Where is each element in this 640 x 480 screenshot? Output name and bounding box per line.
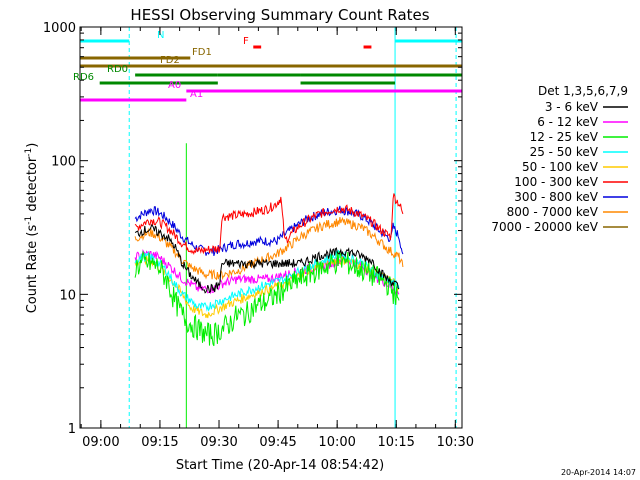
- x-tick-label: 09:00: [82, 435, 119, 450]
- timestamp: 20-Apr-2014 14:07: [561, 468, 636, 477]
- x-tick-label: 10:00: [318, 435, 355, 450]
- plot-area: N F FD1 FD2 RD0 RD6 A0 A1 1 10 100 1000 09:00 09:15 09…: [43, 21, 474, 450]
- series-line-2: [134, 250, 400, 347]
- legend-label-8: 7000 - 20000 keV: [491, 220, 598, 234]
- y-axis-label: Count Rate (s-1 detector-1): [24, 143, 40, 314]
- legend-label-6: 300 - 800 keV: [514, 190, 598, 204]
- legend-label-4: 50 - 100 keV: [522, 160, 599, 174]
- x-tick-label: 09:30: [200, 435, 237, 450]
- legend-label-3: 25 - 50 keV: [530, 145, 599, 159]
- series-line-3: [134, 249, 400, 312]
- legend-label-2: 12 - 25 keV: [530, 130, 599, 144]
- chart-title: HESSI Observing Summary Count Rates: [130, 6, 429, 24]
- legend-label-1: 6 - 12 keV: [537, 115, 599, 129]
- y-tick-label: 1000: [43, 21, 76, 36]
- legend-label-7: 800 - 7000 keV: [507, 205, 599, 219]
- x-axis-label: Start Time (20-Apr-14 08:54:42): [176, 458, 384, 473]
- bar-label-fd1: FD1: [192, 47, 212, 58]
- y-tick-label: 1: [68, 422, 76, 437]
- series-line-6: [134, 205, 404, 257]
- legend-title: Det 1,3,5,6,7,9: [538, 84, 628, 98]
- y-tick-label: 100: [51, 155, 76, 170]
- series-line-0: [134, 223, 400, 294]
- x-tick-label: 10:15: [377, 435, 414, 450]
- series-line-7: [134, 216, 404, 281]
- bar-label-f: F: [243, 36, 249, 47]
- legend-label-5: 100 - 300 keV: [514, 175, 598, 189]
- bar-label-a0: A0: [168, 80, 181, 91]
- series-line-4: [134, 254, 400, 319]
- bar-label-rd6: RD6: [73, 72, 94, 83]
- series-line-5: [134, 193, 404, 256]
- x-tick-label: 09:45: [259, 435, 296, 450]
- x-tick-label: 10:30: [437, 435, 474, 450]
- bar-label-n: N: [157, 30, 164, 41]
- legend-label-0: 3 - 6 keV: [545, 100, 599, 114]
- bar-label-rd0: RD0: [107, 64, 128, 75]
- x-tick-label: 09:15: [141, 435, 178, 450]
- bar-label-fd2: FD2: [160, 55, 180, 66]
- y-tick-label: 10: [59, 288, 76, 303]
- bar-label-a1: A1: [190, 89, 203, 100]
- plot-frame: [79, 26, 463, 429]
